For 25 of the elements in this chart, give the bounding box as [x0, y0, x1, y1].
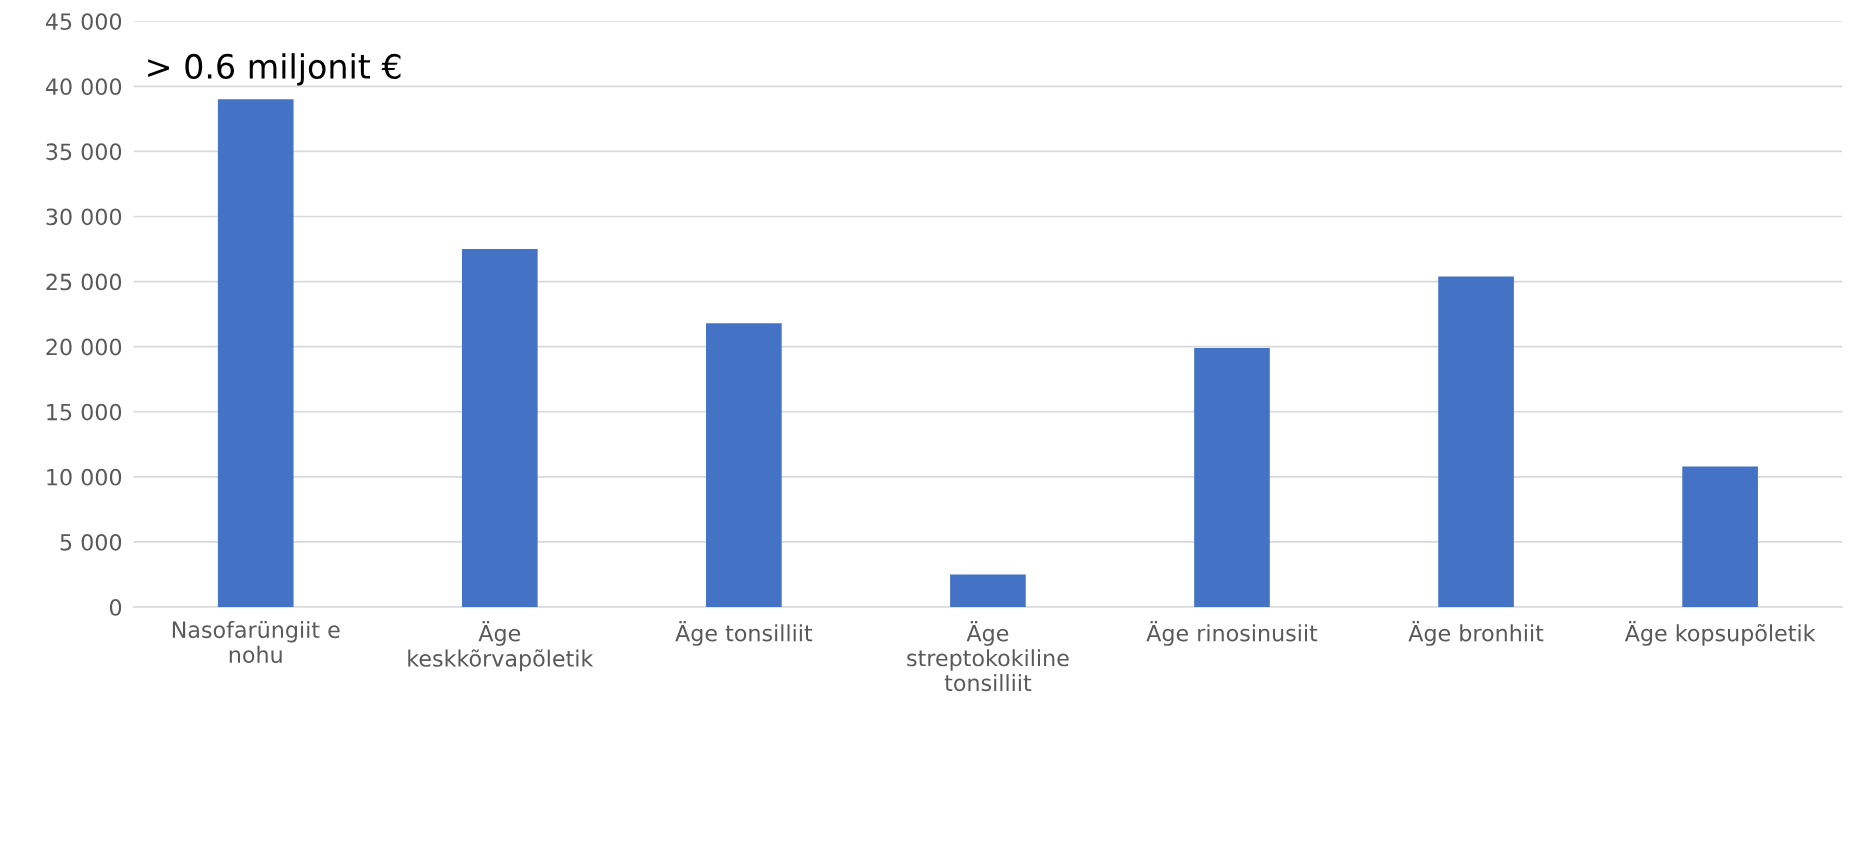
- y-tick-label: 5 000: [60, 533, 122, 551]
- bar: [1682, 466, 1758, 608]
- bar: [217, 99, 294, 608]
- x-tick-label: Äge keskkõrvapõletik: [408, 620, 594, 672]
- y-tick-label: 10 000: [47, 468, 122, 486]
- x-tick-label: Äge kopsupõletik: [1624, 620, 1816, 646]
- y-tick-label: 0: [109, 598, 122, 616]
- bar: [1438, 276, 1514, 608]
- y-tick-label: 20 000: [46, 338, 122, 356]
- annotation: > 0.6 miljonit €: [148, 53, 401, 86]
- bar: [461, 249, 538, 608]
- bar: [1194, 347, 1270, 608]
- x-tick-label: Äge rinosinusiit: [1146, 620, 1318, 646]
- bar: [706, 323, 782, 608]
- y-tick-label: 40 000: [45, 78, 122, 96]
- x-tick-label: Nasofarüngiit e nohu: [172, 620, 340, 664]
- bar: [950, 574, 1026, 608]
- x-tick-label: Äge tonsilliit: [675, 620, 813, 646]
- y-tick-label: 25 000: [46, 273, 122, 291]
- y-tick-label: 30 000: [46, 208, 122, 226]
- y-tick-label: 15 000: [47, 403, 122, 421]
- x-tick-label: Äge bronhiit: [1408, 620, 1544, 646]
- x-tick-label: Äge streptokokiline tonsilliit: [907, 620, 1069, 692]
- y-tick-label: 35 000: [46, 143, 122, 161]
- y-tick-label: 45 000: [45, 13, 122, 30]
